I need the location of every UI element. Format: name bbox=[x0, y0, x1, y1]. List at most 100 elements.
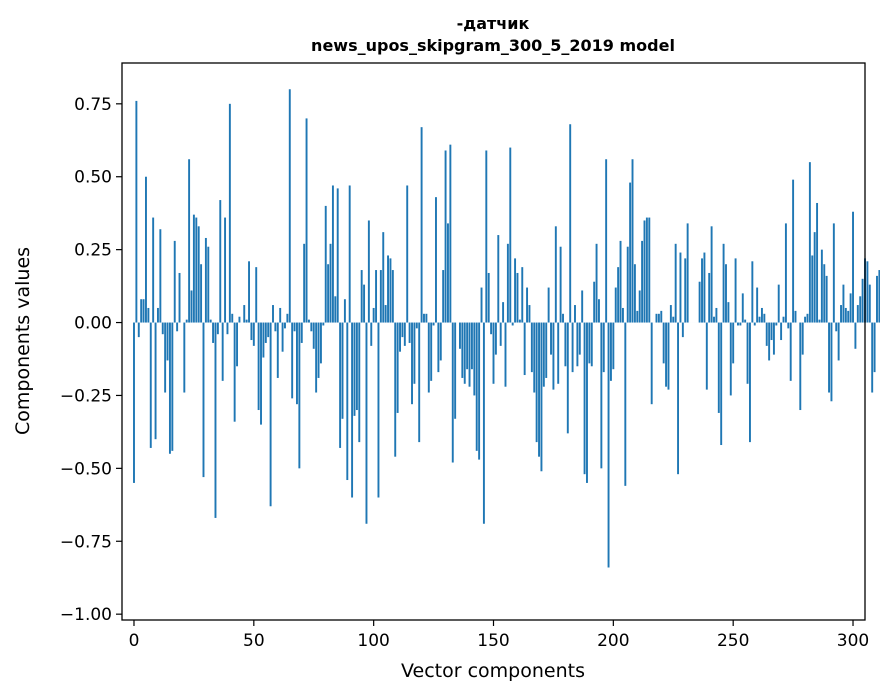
bar bbox=[432, 322, 435, 326]
y-axis-ticks: 0.75 0.50 0.25 0.00 −0.25 −0.50 −0.75 −1.00 bbox=[60, 95, 122, 625]
bar bbox=[415, 322, 418, 329]
bar bbox=[300, 322, 303, 343]
bar bbox=[818, 319, 821, 323]
bar bbox=[437, 322, 440, 373]
bar bbox=[655, 313, 658, 323]
bar bbox=[324, 205, 327, 323]
bar bbox=[133, 322, 135, 483]
bar bbox=[272, 305, 274, 323]
bar bbox=[849, 293, 852, 323]
bar bbox=[425, 313, 428, 323]
bar bbox=[593, 281, 596, 323]
bar bbox=[183, 322, 186, 393]
x-axis-label: Vector components bbox=[401, 660, 585, 682]
bar bbox=[633, 264, 636, 323]
bar bbox=[598, 299, 600, 323]
bar bbox=[403, 322, 406, 346]
bar bbox=[257, 322, 260, 411]
bar bbox=[411, 322, 413, 405]
bar bbox=[490, 322, 493, 335]
bar bbox=[801, 322, 804, 355]
bar bbox=[207, 246, 210, 323]
bar bbox=[310, 322, 313, 332]
bar bbox=[284, 322, 286, 329]
bar bbox=[516, 272, 519, 323]
bar bbox=[837, 322, 840, 361]
bar bbox=[343, 299, 346, 323]
bar bbox=[331, 185, 334, 323]
x-axis-ticks: 0 50 100 150 200 250 300 bbox=[129, 620, 869, 651]
bar bbox=[607, 322, 610, 568]
plot-frame bbox=[121, 62, 866, 621]
bar bbox=[725, 264, 727, 323]
bar bbox=[248, 261, 250, 323]
bar bbox=[713, 316, 715, 323]
bar bbox=[154, 322, 157, 440]
bar bbox=[749, 322, 751, 443]
bar bbox=[614, 287, 617, 323]
bar bbox=[753, 322, 756, 326]
bar bbox=[856, 305, 859, 323]
bar bbox=[252, 322, 255, 346]
bar bbox=[681, 322, 684, 338]
bar bbox=[262, 322, 265, 358]
bar bbox=[710, 226, 713, 323]
bar bbox=[619, 240, 622, 323]
bar bbox=[396, 322, 399, 413]
bar bbox=[823, 264, 826, 323]
bar bbox=[135, 100, 138, 323]
bar bbox=[156, 307, 159, 323]
bar bbox=[590, 322, 593, 367]
bar bbox=[219, 200, 222, 323]
bar bbox=[401, 322, 404, 338]
bar bbox=[423, 313, 425, 323]
bar bbox=[209, 319, 212, 323]
bar bbox=[657, 313, 660, 323]
bar bbox=[648, 217, 651, 323]
bar bbox=[420, 127, 423, 323]
bar bbox=[293, 322, 296, 332]
bar bbox=[504, 322, 507, 387]
bar bbox=[185, 319, 188, 323]
bar bbox=[334, 296, 337, 323]
x-tick-label: 300 bbox=[837, 631, 869, 651]
y-tick-label: −0.75 bbox=[60, 532, 112, 552]
bar bbox=[341, 322, 344, 419]
bar bbox=[873, 322, 876, 373]
bar bbox=[624, 322, 627, 486]
bar bbox=[511, 322, 514, 326]
bar bbox=[586, 322, 588, 483]
bar bbox=[643, 220, 646, 323]
bar bbox=[799, 322, 802, 411]
bar bbox=[499, 322, 502, 346]
bar bbox=[159, 229, 162, 323]
bar bbox=[506, 243, 509, 323]
bar bbox=[451, 322, 454, 463]
bar bbox=[216, 322, 219, 335]
bar bbox=[583, 322, 586, 475]
bar bbox=[288, 89, 291, 323]
bar bbox=[840, 305, 842, 323]
bar bbox=[574, 305, 576, 323]
bar bbox=[741, 293, 744, 323]
bar bbox=[698, 281, 701, 323]
bar bbox=[389, 258, 392, 323]
bar bbox=[669, 305, 672, 323]
bar bbox=[617, 267, 620, 323]
bar bbox=[458, 322, 461, 349]
bar bbox=[859, 296, 862, 323]
bar bbox=[806, 313, 809, 323]
bar bbox=[418, 322, 421, 443]
bar bbox=[375, 270, 378, 323]
bar bbox=[497, 235, 500, 323]
bar bbox=[492, 322, 495, 384]
bar bbox=[250, 322, 253, 341]
bar bbox=[348, 185, 351, 323]
bar bbox=[214, 322, 217, 518]
bar bbox=[631, 159, 634, 323]
bar bbox=[238, 316, 241, 323]
bar bbox=[365, 322, 368, 524]
bar bbox=[756, 287, 759, 323]
bar bbox=[279, 307, 282, 323]
bar bbox=[372, 307, 375, 323]
